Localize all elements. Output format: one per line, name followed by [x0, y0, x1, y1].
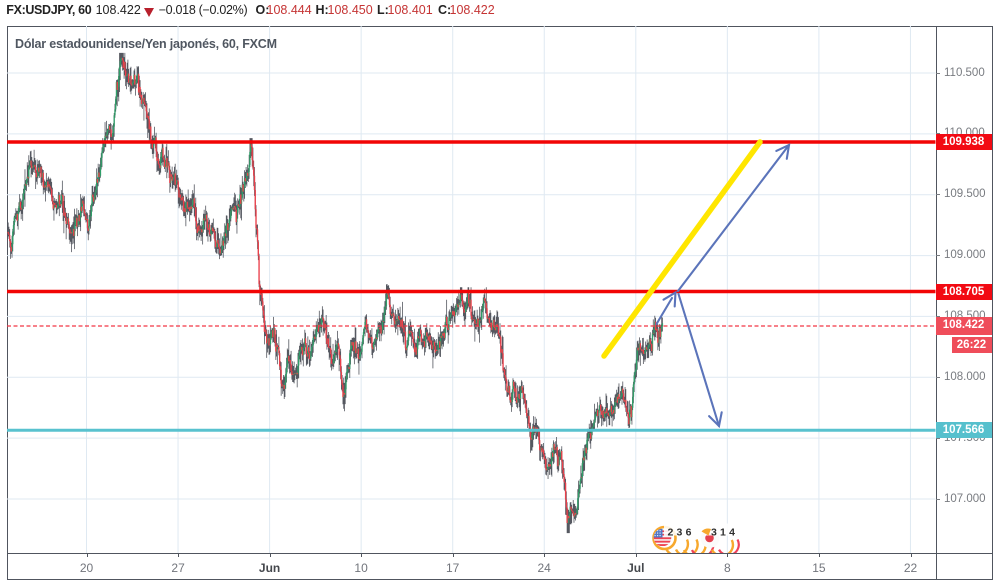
svg-text:314: 314 — [711, 527, 738, 539]
svg-text:236: 236 — [668, 527, 695, 539]
